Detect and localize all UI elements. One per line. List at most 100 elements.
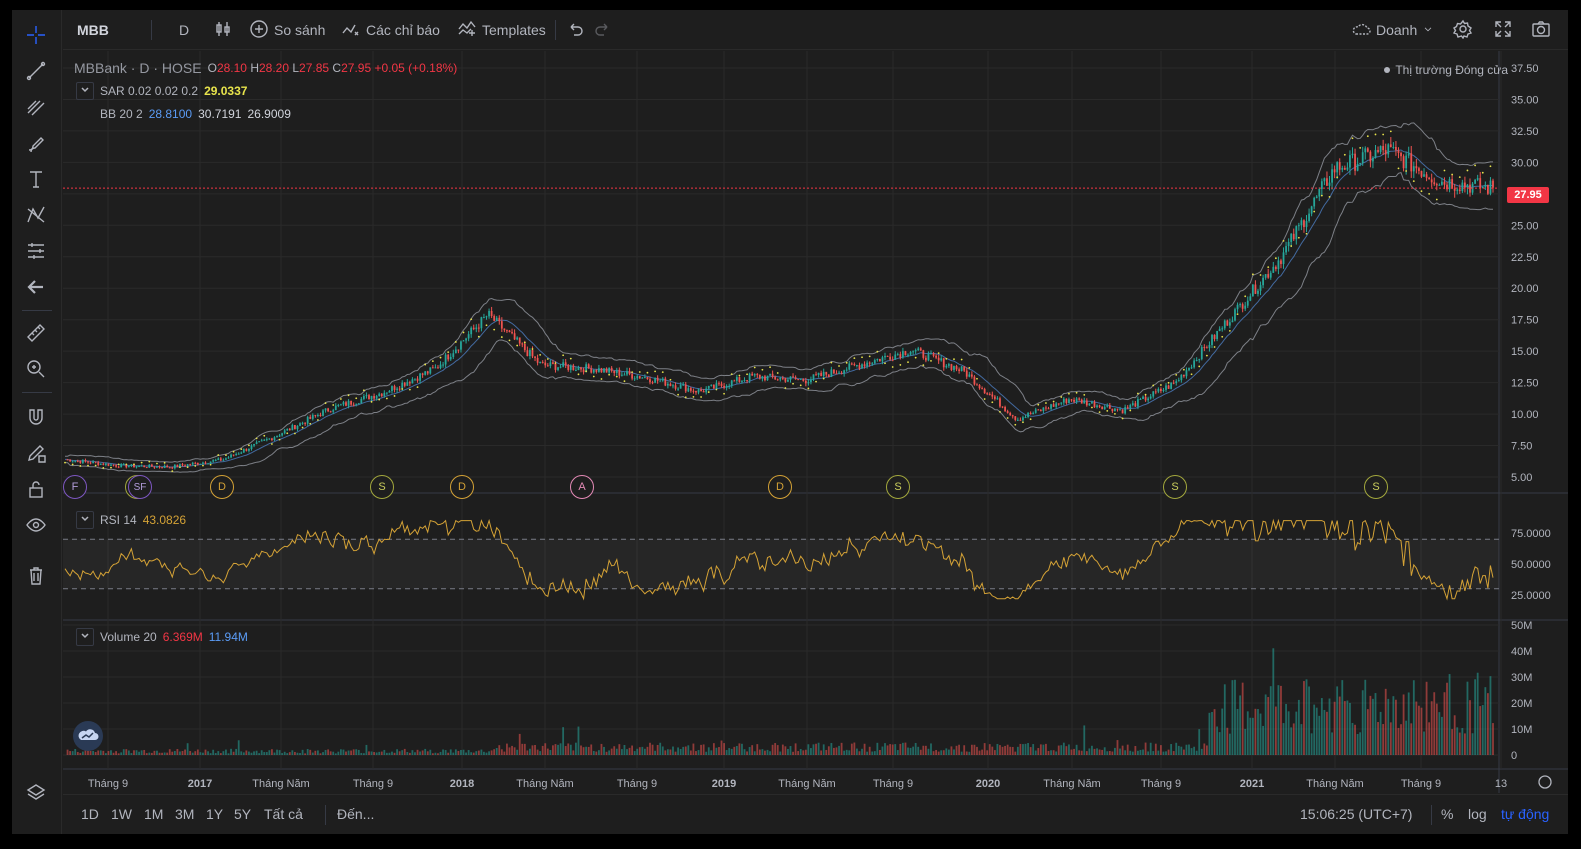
- candle-body: [240, 452, 243, 454]
- percent-scale-button[interactable]: %: [1441, 806, 1454, 822]
- redo-button[interactable]: [593, 19, 613, 41]
- volume-bar: [827, 746, 830, 755]
- collapse-legend-button[interactable]: [76, 82, 94, 100]
- event-marker[interactable]: S: [1163, 475, 1187, 499]
- undo-button[interactable]: [565, 19, 585, 41]
- volume-bar: [225, 749, 227, 755]
- candle-body: [643, 377, 646, 379]
- event-marker[interactable]: S: [886, 475, 910, 499]
- range-1m[interactable]: 1M: [144, 806, 164, 822]
- log-scale-button[interactable]: log: [1468, 806, 1487, 822]
- event-marker[interactable]: D: [768, 475, 792, 499]
- volume-bar: [1246, 711, 1249, 755]
- templates-button[interactable]: Templates: [457, 19, 546, 41]
- event-marker[interactable]: D: [450, 475, 474, 499]
- fib-tool-icon[interactable]: [23, 94, 49, 120]
- eye-icon[interactable]: [23, 512, 49, 538]
- volume-bar: [1333, 701, 1336, 755]
- event-marker[interactable]: S: [1364, 475, 1388, 499]
- ruler-icon[interactable]: [23, 320, 49, 346]
- sar-dot: [370, 400, 373, 403]
- volume-bar: [1341, 680, 1344, 755]
- back-arrow-icon[interactable]: [23, 274, 49, 300]
- volume-bar: [1356, 734, 1359, 755]
- text-icon[interactable]: [23, 166, 49, 192]
- sar-dot: [1006, 417, 1009, 419]
- pencil-lock-icon[interactable]: [23, 440, 49, 466]
- magnet-icon[interactable]: [23, 404, 49, 430]
- prediction-icon[interactable]: [23, 238, 49, 264]
- range-1d[interactable]: 1D: [81, 806, 99, 822]
- layout-selector[interactable]: Doanh: [1351, 19, 1434, 41]
- brush-icon[interactable]: [23, 130, 49, 156]
- event-marker[interactable]: F: [63, 475, 87, 499]
- volume-bar: [965, 751, 968, 755]
- axis-settings-gear-icon[interactable]: [1538, 775, 1552, 789]
- volume-bar: [656, 744, 659, 755]
- volume-bar: [104, 753, 107, 755]
- volume-bar: [273, 752, 276, 755]
- volume-bar: [265, 752, 268, 755]
- brand-logo[interactable]: [73, 721, 103, 751]
- pattern-icon[interactable]: [23, 202, 49, 228]
- volume-axis-label: 0: [1511, 750, 1517, 762]
- volume-bar: [1379, 711, 1382, 755]
- volume-bar: [1254, 708, 1257, 755]
- screenshot-button[interactable]: [1531, 19, 1551, 41]
- event-marker[interactable]: S: [370, 475, 394, 499]
- lock-icon[interactable]: [23, 476, 49, 502]
- volume-bar: [480, 749, 483, 755]
- candle-body: [388, 391, 391, 393]
- time-axis-label: Tháng 9: [617, 778, 657, 790]
- candle-body: [1476, 178, 1479, 180]
- volume-bar: [488, 751, 490, 755]
- collapse-volume-button[interactable]: [76, 628, 94, 646]
- candle-body: [1257, 290, 1259, 294]
- sar-dot: [286, 432, 289, 435]
- chart-area[interactable]: 37.5035.0032.5030.0027.5025.0022.5020.00…: [63, 51, 1568, 793]
- range-1y[interactable]: 1Y: [206, 806, 224, 822]
- symbol-search[interactable]: MBB: [77, 19, 109, 41]
- layers-icon[interactable]: [23, 780, 49, 806]
- volume-bar: [1198, 729, 1201, 755]
- candle-body: [133, 464, 135, 468]
- trash-icon[interactable]: [23, 562, 49, 588]
- clock[interactable]: 15:06:25 (UTC+7): [1300, 806, 1413, 822]
- interval-selector[interactable]: D: [179, 19, 189, 41]
- volume-bar: [1160, 745, 1162, 755]
- templates-label: Templates: [482, 22, 546, 38]
- volume-bar: [1400, 724, 1402, 755]
- candle-body: [1323, 178, 1326, 182]
- chart-type-button[interactable]: [213, 19, 233, 41]
- sar-dot: [94, 464, 97, 467]
- trend-line-icon[interactable]: [23, 58, 49, 84]
- event-marker[interactable]: D: [210, 475, 234, 499]
- chart-canvas[interactable]: 37.5035.0032.5030.0027.5025.0022.5020.00…: [63, 51, 1568, 793]
- volume-bar: [518, 733, 521, 755]
- goto-date-button[interactable]: Đến...: [337, 806, 375, 822]
- range-3m[interactable]: 3M: [175, 806, 195, 822]
- compare-button[interactable]: So sánh: [249, 19, 325, 41]
- settings-button[interactable]: [1452, 19, 1473, 41]
- volume-bar: [1177, 745, 1180, 755]
- auto-scale-button[interactable]: tự động: [1501, 806, 1550, 822]
- collapse-rsi-button[interactable]: [76, 511, 94, 529]
- range-5y[interactable]: 5Y: [234, 806, 252, 822]
- candle-body: [1292, 233, 1295, 240]
- event-marker[interactable]: SF: [128, 475, 152, 499]
- candle-body: [1142, 396, 1144, 399]
- indicators-button[interactable]: Các chỉ báo: [341, 19, 440, 41]
- volume-bar: [153, 750, 156, 755]
- range-1w[interactable]: 1W: [111, 806, 132, 822]
- candle-body: [1308, 213, 1310, 222]
- range-all[interactable]: Tất cả: [264, 806, 303, 822]
- sar-dot: [1129, 409, 1132, 412]
- zoom-icon[interactable]: [23, 356, 49, 382]
- volume-bar: [1124, 750, 1127, 755]
- event-marker[interactable]: A: [570, 475, 594, 499]
- sar-dot: [332, 404, 335, 406]
- fullscreen-button[interactable]: [1493, 19, 1513, 41]
- crosshair-icon[interactable]: [23, 22, 49, 48]
- candle-body: [922, 350, 925, 358]
- volume-bar: [350, 750, 353, 755]
